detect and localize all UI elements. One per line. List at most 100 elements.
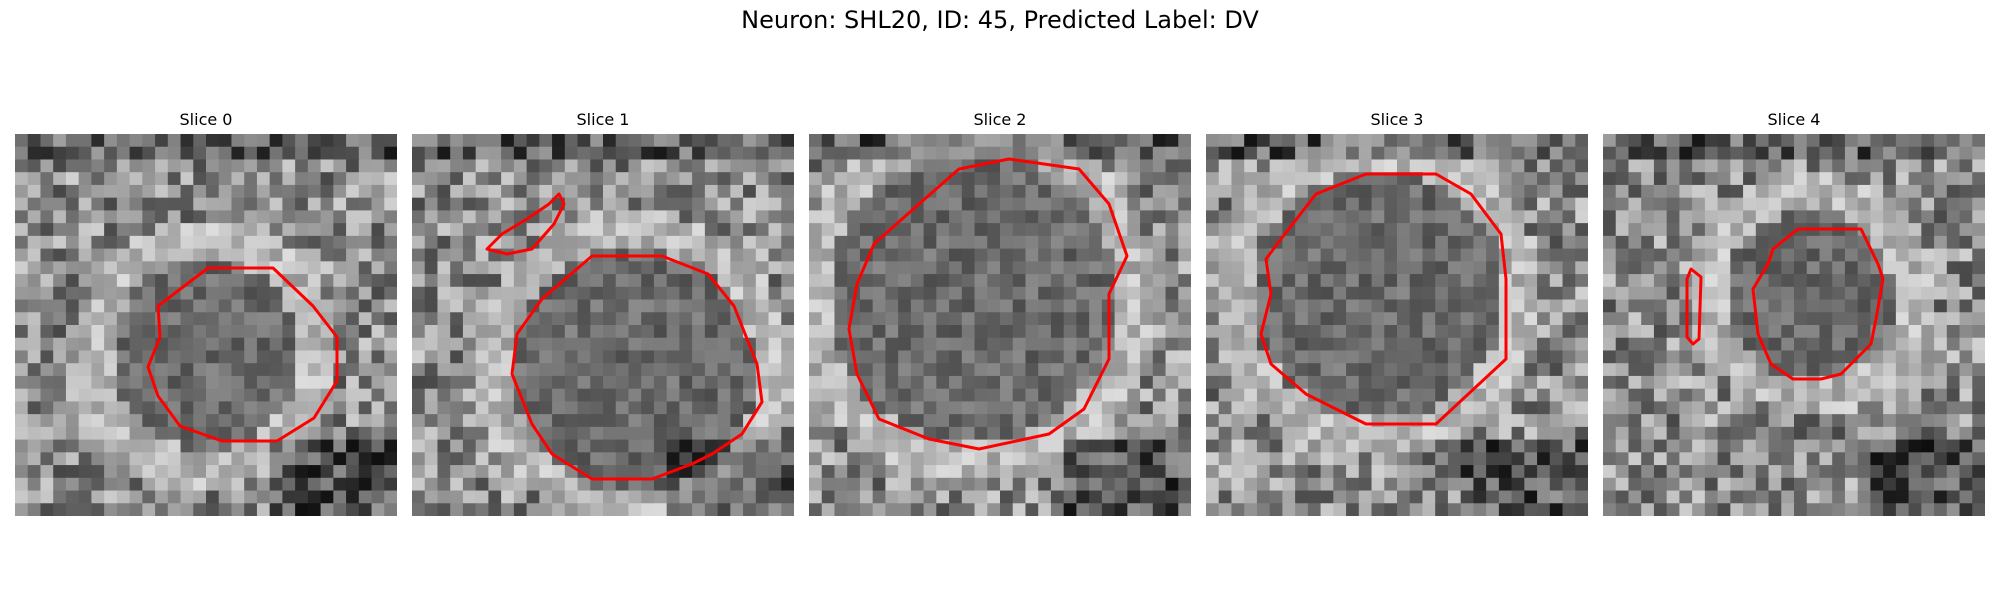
- pixel: [834, 235, 848, 250]
- pixel: [1704, 350, 1719, 364]
- pixel: [1486, 477, 1500, 492]
- pixel: [1012, 134, 1027, 148]
- pixel: [809, 286, 823, 301]
- pixel: [1140, 286, 1154, 301]
- pixel: [526, 465, 540, 479]
- pixel: [768, 299, 782, 313]
- pixel: [1730, 490, 1744, 504]
- pixel: [539, 490, 553, 504]
- pixel: [1959, 452, 1973, 466]
- pixel: [781, 465, 794, 479]
- pixel: [692, 490, 706, 504]
- pixel: [1972, 223, 1985, 237]
- pixel: [1397, 172, 1411, 186]
- pixel: [603, 465, 617, 479]
- pixel: [307, 452, 322, 466]
- pixel: [501, 503, 515, 516]
- pixel: [768, 235, 782, 250]
- pixel: [1435, 503, 1449, 516]
- pixel: [218, 299, 233, 313]
- pixel: [1768, 172, 1782, 186]
- pixel: [1537, 477, 1551, 492]
- pixel: [898, 363, 912, 377]
- pixel: [1244, 414, 1258, 428]
- pixel: [1165, 172, 1179, 186]
- pixel: [1832, 261, 1846, 275]
- pixel: [1895, 312, 1910, 326]
- pixel: [53, 172, 67, 186]
- pixel: [603, 350, 617, 364]
- pixel: [424, 465, 439, 479]
- pixel: [1883, 210, 1897, 224]
- pixel: [1282, 439, 1296, 453]
- pixel: [269, 388, 283, 402]
- pixel: [155, 439, 169, 453]
- pixel: [206, 134, 220, 148]
- pixel: [1524, 375, 1538, 390]
- pixel: [1537, 286, 1551, 301]
- pixel: [552, 465, 566, 479]
- pixel: [1946, 223, 1961, 237]
- pixel: [1832, 210, 1846, 224]
- pixel: [1473, 465, 1487, 479]
- pixel: [961, 248, 976, 262]
- pixel: [1206, 261, 1220, 275]
- pixel: [1025, 146, 1039, 161]
- pixel: [821, 159, 836, 173]
- pixel: [1717, 274, 1731, 288]
- pixel: [1819, 477, 1833, 492]
- pixel: [1575, 337, 1588, 352]
- pixel: [1089, 235, 1103, 250]
- pixel: [53, 312, 67, 326]
- pixel: [1473, 248, 1487, 262]
- pixel: [1218, 159, 1233, 173]
- pixel: [488, 363, 502, 377]
- pixel: [1704, 210, 1719, 224]
- pixel: [384, 197, 397, 211]
- pixel: [1895, 261, 1910, 275]
- pixel: [1819, 248, 1833, 262]
- pixel: [1206, 274, 1220, 288]
- pixel: [949, 286, 963, 301]
- pixel: [129, 261, 143, 275]
- pixel: [1473, 210, 1487, 224]
- pixel: [1358, 223, 1373, 237]
- pixel: [1409, 248, 1424, 262]
- pixel: [1371, 375, 1385, 390]
- pixel: [730, 274, 744, 288]
- pixel: [1346, 248, 1360, 262]
- pixel: [1934, 223, 1948, 237]
- pixel: [1704, 439, 1719, 453]
- pixel: [1679, 134, 1693, 148]
- pixel: [244, 439, 258, 453]
- pixel: [1447, 197, 1462, 211]
- pixel: [206, 477, 220, 492]
- pixel: [1895, 235, 1910, 250]
- pixel: [552, 159, 566, 173]
- pixel: [1549, 414, 1564, 428]
- pixel: [1269, 490, 1283, 504]
- pixel: [821, 134, 836, 148]
- pixel: [809, 350, 823, 364]
- pixel: [244, 159, 258, 173]
- pixel: [666, 388, 680, 402]
- pixel: [1397, 197, 1411, 211]
- pixel: [1934, 414, 1948, 428]
- pixel: [1717, 261, 1731, 275]
- pixel: [1653, 388, 1668, 402]
- pixel: [1908, 134, 1922, 148]
- pixel: [1333, 248, 1347, 262]
- pixel: [1575, 452, 1588, 466]
- pixel: [1101, 172, 1116, 186]
- pixel: [1333, 197, 1347, 211]
- slice-panel-3: Slice 3: [1206, 110, 1588, 516]
- pixel: [1218, 235, 1233, 250]
- pixel: [923, 261, 937, 275]
- pixel: [1755, 261, 1770, 275]
- pixel: [91, 401, 105, 415]
- pixel: [1000, 261, 1014, 275]
- pixel: [1114, 465, 1128, 479]
- pixel: [834, 452, 848, 466]
- pixel: [53, 477, 67, 492]
- pixel: [1730, 184, 1744, 199]
